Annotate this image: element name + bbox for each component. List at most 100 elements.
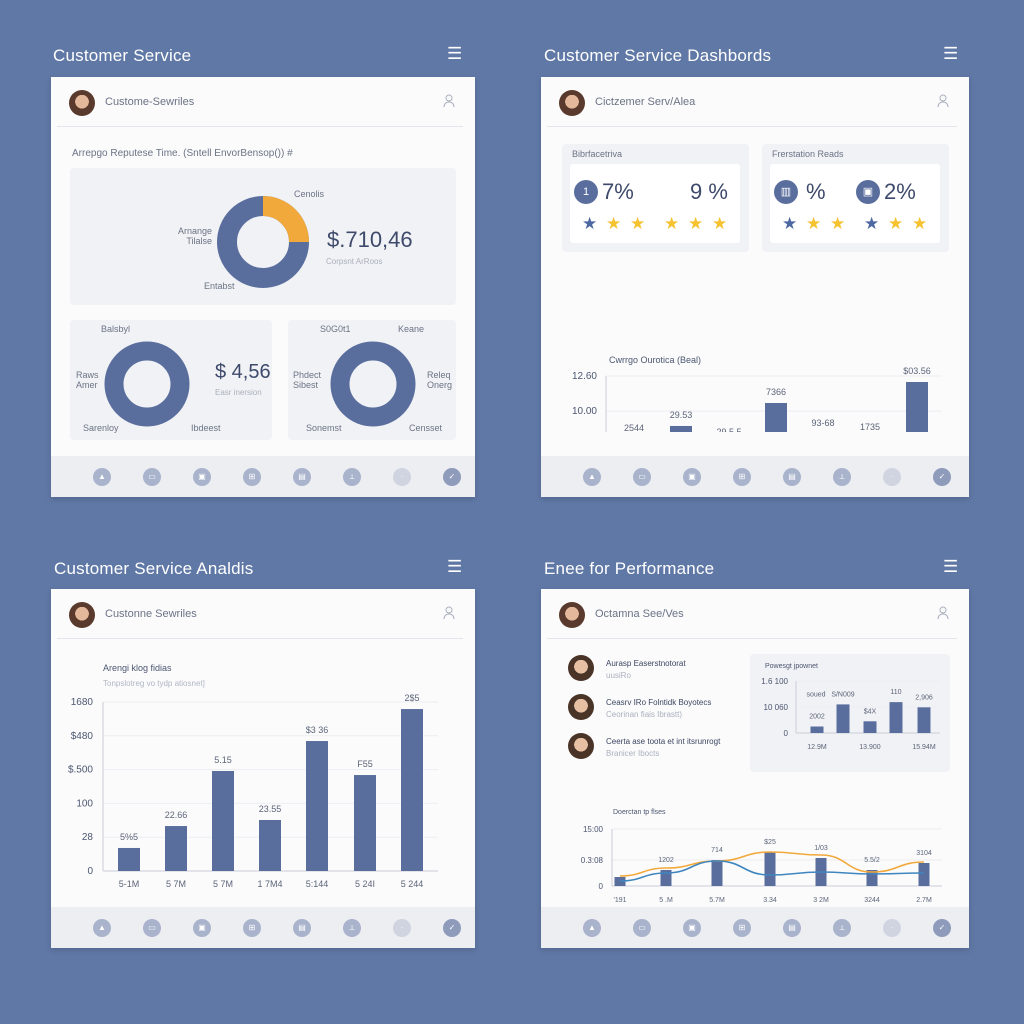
bar[interactable] [863,721,877,733]
check-icon[interactable]: ✓ [443,468,461,486]
donut-label: Censset [409,423,443,433]
bar[interactable] [889,702,903,733]
chat-icon[interactable]: ▣ [193,919,211,937]
dashboard-card-3: Custonne Sewriles Arengi klog fidias Tonp… [51,589,475,948]
bar[interactable] [866,870,878,886]
star-icon: ★ [582,214,598,233]
bar[interactable] [917,707,931,733]
bar[interactable] [660,870,672,886]
home-icon[interactable]: ▲ [583,468,601,486]
chart-title: Powesgt jpownet [765,663,818,670]
bar-chart: Cwrrgo Ourotica (Beal)02010.0012.6025445… [572,355,942,432]
donut-label: Keane [398,324,425,334]
more-icon[interactable]: · [883,919,901,937]
doc-icon: ▣ [856,180,880,204]
divider [57,638,463,639]
user-icon[interactable] [937,94,949,108]
more-icon[interactable]: · [393,468,411,486]
bar[interactable] [259,819,281,871]
chat-icon[interactable]: ▣ [683,919,701,937]
bar-value-label: 29.5.5 [716,427,741,432]
list-icon[interactable]: ▤ [783,919,801,937]
message-icon[interactable]: ▭ [143,468,161,486]
check-icon[interactable]: ✓ [443,919,461,937]
y-tick-label: $480 [71,731,94,742]
chart-icon[interactable]: ⟂ [833,919,851,937]
donut-label: Releq Onerg [427,370,453,390]
chart-icon[interactable]: ⟂ [343,468,361,486]
x-tick-label: 5 24I [355,879,375,889]
chart-subtitle: Tonpslotreg vo tydp atiosnet] [103,679,205,688]
home-icon[interactable]: ▲ [583,919,601,937]
donut-chart-right [330,341,416,427]
list-icon[interactable]: ▤ [293,468,311,486]
bar-value-label: $03.56 [903,366,931,376]
person-name: Ceerta ase toota et int itsrunrogt [606,737,721,746]
1: 1 [574,180,598,204]
user-icon[interactable] [443,94,455,108]
bar[interactable] [810,726,824,734]
y-tick-label: 15:00 [583,825,604,834]
star-icon: ★ [782,214,798,233]
bar[interactable] [836,704,850,733]
donut-chart-main [217,196,309,288]
avatar [559,602,585,628]
list-icon[interactable]: ▤ [293,919,311,937]
bar[interactable] [306,741,328,871]
bar[interactable] [165,826,187,871]
chat-icon[interactable]: ▣ [683,468,701,486]
bar[interactable] [918,863,930,886]
grid-icon[interactable]: ⊞ [733,468,751,486]
check-icon[interactable]: ✓ [933,919,951,937]
bar[interactable] [354,775,376,871]
bar[interactable] [670,425,692,432]
grid-icon[interactable]: ⊞ [243,919,261,937]
home-icon[interactable]: ▲ [93,468,111,486]
star-icon: ★ [712,214,728,233]
y-tick-label: 0 [784,729,789,738]
menu-icon[interactable]: ☰ [447,44,463,63]
bar[interactable] [401,709,423,871]
grid-icon[interactable]: ⊞ [243,468,261,486]
menu-icon[interactable]: ☰ [943,557,959,576]
divider [57,126,463,127]
stat-box: Frerstation Reads ▥% ▣ 2% ★ ★ ★ ★ ★ ★ [762,144,949,252]
x-tick-label: 5 244 [401,879,424,889]
message-icon[interactable]: ▭ [633,919,651,937]
x-tick-label: 3.34 [763,897,777,904]
user-icon[interactable] [443,606,455,620]
book-icon: ▥ [774,180,798,204]
bar[interactable] [711,860,723,886]
bar-value-label: 93-68 [811,418,834,428]
bar-value-label: F55 [357,759,373,769]
bar[interactable] [906,382,928,432]
bar-value-label: S/N009 [831,691,854,698]
footer-toolbar: ▲ ▭ ▣ ⊞ ▤ ⟂ · ✓ [51,456,475,497]
menu-icon[interactable]: ☰ [447,557,463,576]
bar-value-label: 5.5/2 [864,857,880,864]
list-icon[interactable]: ▤ [783,468,801,486]
bar-value-label: 2544 [624,423,644,432]
footer-toolbar: ▲ ▭ ▣ ⊞ ▤ ⟂ · ✓ [541,907,969,948]
more-icon[interactable]: · [393,919,411,937]
bar-value-label: 1735 [860,422,880,432]
menu-icon[interactable]: ☰ [943,44,959,63]
bar[interactable] [118,847,140,871]
message-icon[interactable]: ▭ [633,468,651,486]
grid-icon[interactable]: ⊞ [733,919,751,937]
chart-icon[interactable]: ⟂ [343,919,361,937]
chart-icon[interactable]: ⟂ [833,468,851,486]
panel-title: Customer Service [53,46,192,65]
chat-icon[interactable]: ▣ [193,468,211,486]
home-icon[interactable]: ▲ [93,919,111,937]
bar-value-label: 714 [711,847,723,854]
check-icon[interactable]: ✓ [933,468,951,486]
y-tick-label: 10 060 [764,703,789,712]
bar[interactable] [765,403,787,432]
bar-value-label: 2$5 [404,693,419,703]
user-icon[interactable] [937,606,949,620]
bar[interactable] [764,852,776,886]
more-icon[interactable]: · [883,468,901,486]
message-icon[interactable]: ▭ [143,919,161,937]
bar[interactable] [212,771,234,871]
